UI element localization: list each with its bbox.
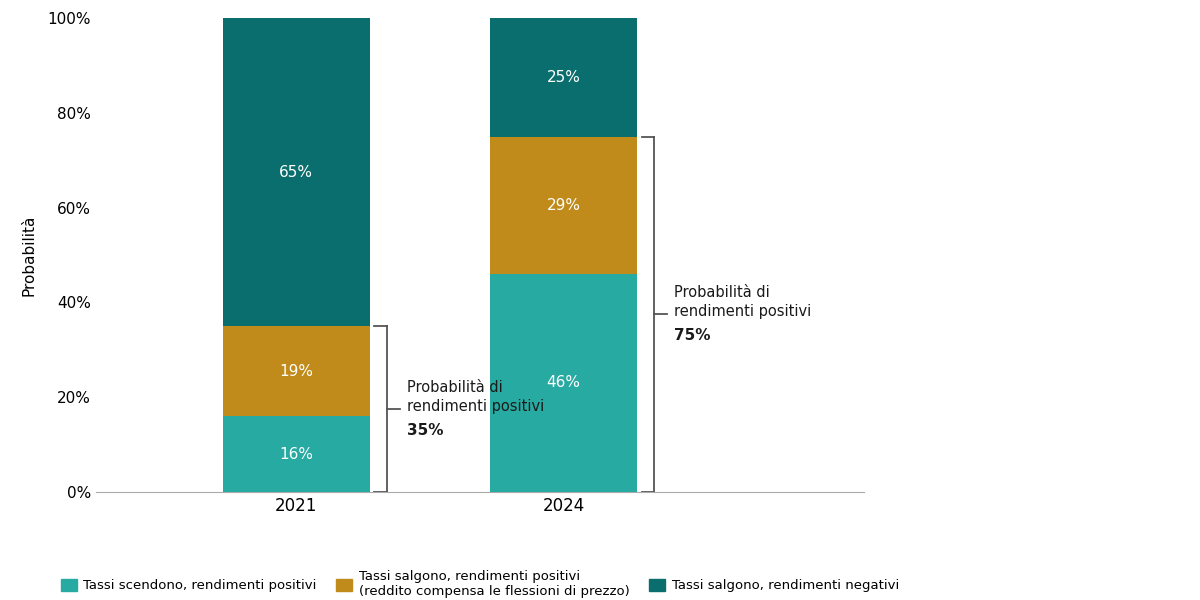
Text: 19%: 19%	[280, 364, 313, 379]
Text: rendimenti positivi: rendimenti positivi	[407, 399, 544, 414]
Bar	[490, 136, 637, 274]
Bar	[223, 18, 370, 326]
Text: 25%: 25%	[546, 70, 581, 85]
Bar	[223, 326, 370, 416]
Text: 16%: 16%	[280, 446, 313, 461]
Bar	[490, 18, 637, 136]
Text: 46%: 46%	[546, 376, 581, 391]
Text: 65%: 65%	[280, 164, 313, 179]
Text: Probabilità di: Probabilità di	[407, 380, 503, 395]
Legend: Tassi scendono, rendimenti positivi, Tassi salgono, rendimenti positivi
(reddito: Tassi scendono, rendimenti positivi, Tas…	[55, 565, 905, 600]
Text: 29%: 29%	[546, 198, 581, 213]
Bar	[490, 274, 637, 492]
Text: 35%: 35%	[407, 423, 443, 438]
Y-axis label: Probabilità: Probabilità	[22, 214, 36, 296]
Text: Probabilità di: Probabilità di	[673, 286, 769, 301]
Text: 75%: 75%	[673, 328, 710, 343]
Text: rendimenti positivi: rendimenti positivi	[673, 304, 811, 319]
Bar	[223, 416, 370, 492]
